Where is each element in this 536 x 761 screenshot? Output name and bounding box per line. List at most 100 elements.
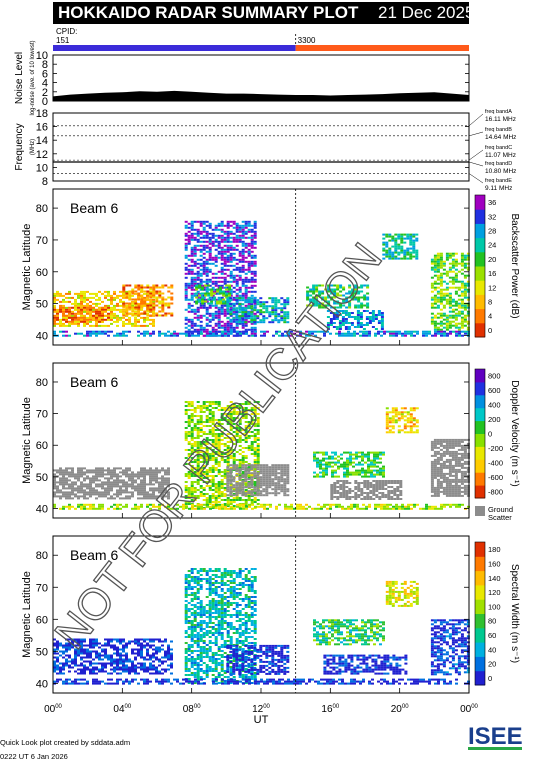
- scatter-cell: [140, 475, 143, 478]
- scatter-cell: [357, 290, 361, 293]
- scatter-cell: [202, 236, 206, 239]
- scatter-cell: [137, 308, 141, 311]
- scatter-cell: [196, 405, 200, 407]
- scatter-cell: [250, 486, 254, 489]
- scatter-cell: [348, 306, 352, 309]
- scatter-cell: [263, 330, 266, 333]
- scatter-cell: [235, 299, 239, 302]
- scatter-cell: [229, 220, 233, 223]
- scatter-cell: [92, 481, 95, 484]
- scatter-cell: [394, 257, 398, 260]
- scatter-cell: [466, 304, 470, 307]
- scatter-cell: [268, 476, 272, 479]
- scatter-cell: [306, 304, 310, 307]
- scatter-cell: [247, 468, 251, 471]
- scatter-cell: [196, 238, 200, 241]
- scatter-cell: [211, 316, 215, 319]
- scatter-cell: [116, 332, 119, 335]
- scatter-cell: [250, 328, 254, 331]
- scatter-cell: [190, 232, 194, 235]
- scatter-cell: [434, 332, 437, 335]
- scatter-cell: [271, 480, 275, 483]
- scatter-cell: [184, 413, 188, 415]
- scatter-cell: [238, 230, 242, 233]
- scatter-cell: [113, 320, 116, 323]
- scatter-cell: [220, 220, 224, 223]
- scatter-cell: [140, 497, 143, 500]
- scatter-cell: [204, 292, 208, 295]
- scatter-cell: [241, 484, 245, 487]
- scatter-cell: [190, 467, 194, 469]
- scatter-cell: [380, 316, 384, 318]
- scatter-cell: [247, 495, 251, 497]
- scatter-cell: [107, 473, 110, 476]
- scatter-cell: [256, 459, 260, 461]
- scatter-cell: [119, 294, 122, 297]
- scatter-cell: [436, 258, 440, 261]
- scatter-cell: [369, 492, 373, 494]
- scatter-cell: [359, 314, 363, 316]
- scatter-cell: [283, 303, 287, 306]
- scatter-cell: [262, 470, 266, 473]
- scatter-cell: [232, 459, 236, 461]
- scatter-cell: [86, 334, 89, 337]
- scatter-cell: [322, 471, 325, 474]
- scatter-cell: [211, 471, 215, 473]
- scatter-cell: [125, 489, 128, 492]
- scatter-cell: [164, 312, 168, 315]
- scatter-cell: [158, 334, 161, 337]
- scatter-cell: [445, 450, 449, 453]
- scatter-cell: [223, 326, 227, 329]
- scatter-cell: [202, 495, 206, 497]
- beam-label: Beam 6: [70, 200, 118, 216]
- scatter-cell: [119, 471, 122, 474]
- scatter-cell: [208, 487, 212, 489]
- scatter-cell: [155, 481, 158, 484]
- scatter-cell: [208, 226, 212, 229]
- scatter-cell: [259, 482, 263, 485]
- scatter-cell: [137, 485, 140, 488]
- scatter-cell: [220, 234, 224, 237]
- scatter-cell: [247, 220, 251, 223]
- scatter-cell: [196, 475, 200, 477]
- scatter-cell: [241, 270, 245, 273]
- scatter-cell: [161, 298, 165, 301]
- scatter-cell: [232, 505, 236, 507]
- scatter-cell: [223, 417, 227, 419]
- scatter-cell: [223, 334, 227, 337]
- freq-band-name: freq bandC: [485, 145, 512, 151]
- scatter-cell: [184, 405, 188, 407]
- scatter-cell: [280, 470, 284, 473]
- scatter-cell: [286, 488, 290, 491]
- scatter-cell: [238, 286, 242, 289]
- scatter-cell: [280, 486, 284, 489]
- scatter-cell: [161, 483, 164, 486]
- scatter-cell: [190, 292, 194, 295]
- scatter-cell: [179, 332, 182, 335]
- scatter-cell: [268, 321, 272, 324]
- scatter-cell: [187, 310, 191, 313]
- scatter-cell: [190, 284, 194, 287]
- scatter-cell: [217, 419, 221, 421]
- scatter-cell: [208, 236, 212, 239]
- scatter-cell: [146, 497, 149, 500]
- scatter-cell: [357, 300, 361, 303]
- scatter-cell: [89, 318, 92, 321]
- scatter-cell: [125, 302, 129, 305]
- scatter-cell: [331, 471, 334, 474]
- scatter-cell: [439, 302, 443, 305]
- scatter-cell: [80, 310, 83, 313]
- scatter-cell: [193, 407, 197, 409]
- scatter-cell: [316, 465, 319, 468]
- scatter-cell: [62, 473, 65, 476]
- scatter-cell: [187, 473, 191, 475]
- scatter-cell: [415, 257, 419, 260]
- scatter-cell: [164, 489, 167, 492]
- scatter-cell: [214, 419, 218, 421]
- scatter-cell: [155, 298, 159, 301]
- scatter-cell: [315, 290, 319, 293]
- scatter-cell: [253, 455, 257, 457]
- scatter-cell: [158, 491, 161, 494]
- scatter-cell: [238, 322, 242, 325]
- scatter-cell: [353, 318, 357, 320]
